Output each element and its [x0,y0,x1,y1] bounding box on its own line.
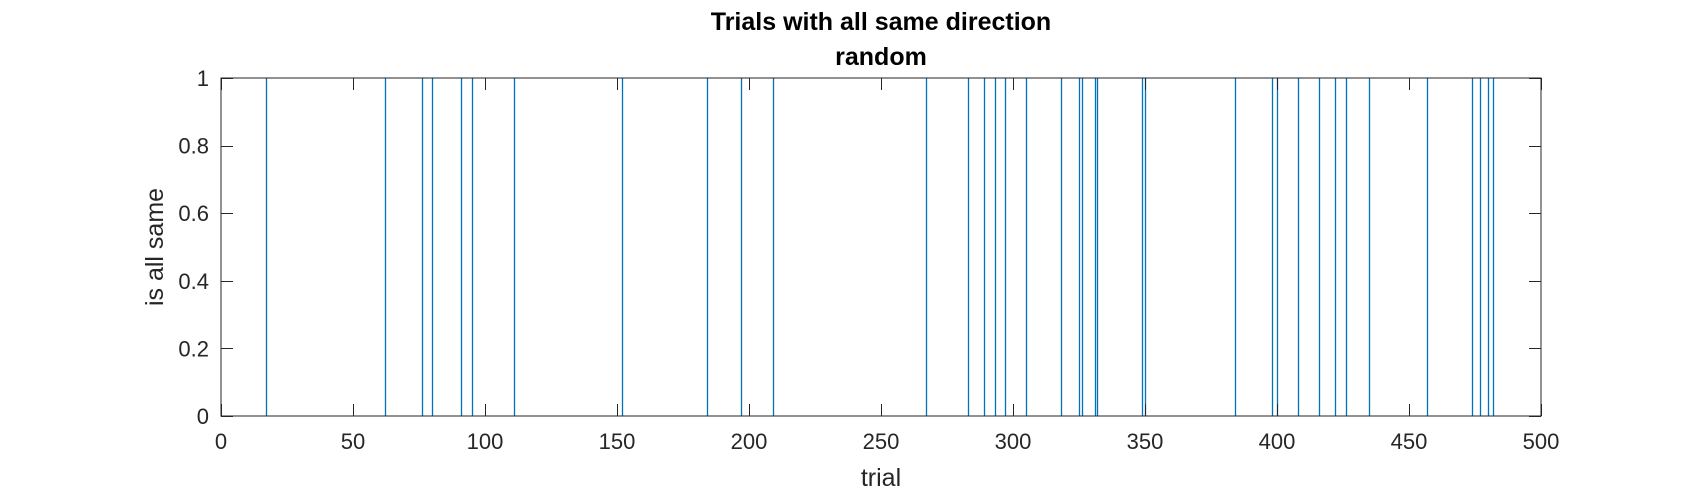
x-tick-label: 150 [599,429,636,454]
y-tick-label: 0.4 [178,269,209,294]
y-axis-label: is all same [141,188,169,306]
data-bars [265,78,1495,416]
x-tick-label: 100 [467,429,504,454]
x-tick-label: 0 [215,429,227,454]
y-tick-label: 0.2 [178,336,209,361]
axes-box [220,77,1542,417]
x-tick-label: 50 [341,429,365,454]
x-tick-label: 350 [1127,429,1164,454]
y-tick-label: 1 [197,66,209,91]
chart-subtitle: random [835,43,927,71]
x-tick-label: 300 [995,429,1032,454]
plot-area [221,78,1541,416]
x-tick-label: 200 [731,429,768,454]
x-tick-label: 250 [863,429,900,454]
axis-ticks: 0 50 100 150 200 250 300 350 400 450 500 0 0.2 0.4 0.6… [178,66,1559,454]
x-axis-label: trial [861,464,901,492]
x-tick-label: 500 [1523,429,1560,454]
x-tick-label: 450 [1391,429,1428,454]
y-tick-label: 0.6 [178,201,209,226]
chart-title: Trials with all same direction [711,8,1051,36]
y-tick-label: 0.8 [178,134,209,159]
x-tick-label: 400 [1259,429,1296,454]
y-tick-label: 0 [197,404,209,429]
